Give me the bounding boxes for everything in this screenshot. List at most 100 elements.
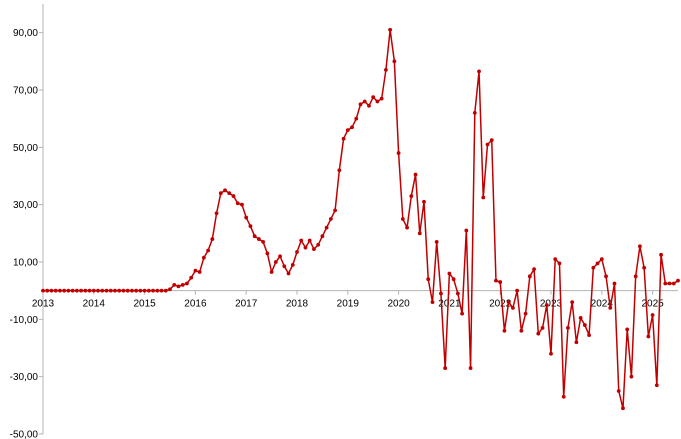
data-point — [621, 406, 625, 411]
data-point — [244, 215, 249, 220]
x-tick-label: 2023 — [540, 299, 563, 310]
x-tick-label: 2014 — [83, 299, 106, 310]
data-point — [663, 281, 668, 286]
data-point — [282, 264, 287, 269]
data-point — [409, 194, 414, 198]
data-point — [163, 288, 168, 293]
data-point — [396, 151, 401, 155]
data-point — [172, 283, 177, 287]
data-point — [388, 27, 393, 32]
data-point — [379, 96, 384, 101]
data-point — [384, 68, 388, 72]
data-point — [371, 95, 376, 100]
data-point — [201, 255, 206, 260]
data-point — [591, 265, 596, 270]
data-point — [544, 303, 549, 307]
data-point — [155, 288, 160, 293]
data-point — [553, 257, 558, 262]
data-point — [316, 242, 321, 247]
data-point — [612, 281, 617, 286]
data-point — [180, 283, 185, 287]
data-point — [616, 389, 621, 393]
y-tick-label: 30,00 — [13, 200, 38, 211]
y-tick-label: -10,00 — [10, 315, 39, 326]
data-point — [447, 271, 452, 276]
data-point — [570, 300, 575, 305]
data-point — [134, 288, 139, 293]
x-tick-group: 2013 2014 2015 2016 2017 2018 2019 2020 2021 2022… — [32, 290, 664, 310]
data-point — [70, 288, 75, 293]
data-point — [307, 238, 312, 243]
data-point — [413, 172, 418, 177]
series-points — [41, 27, 680, 411]
data-point — [96, 288, 100, 293]
data-point — [341, 136, 346, 141]
x-tick-label: 2019 — [337, 299, 360, 310]
x-tick-label: 2022 — [489, 299, 512, 310]
x-tick-label: 2016 — [184, 299, 207, 310]
data-point — [494, 278, 498, 283]
data-point — [608, 305, 613, 310]
data-point — [108, 288, 113, 293]
data-point — [667, 281, 672, 286]
data-point — [104, 288, 109, 293]
data-point — [354, 116, 359, 121]
data-point — [333, 208, 337, 213]
data-point — [231, 194, 236, 198]
data-point — [498, 280, 503, 284]
data-point — [138, 288, 143, 293]
data-point — [650, 313, 655, 317]
data-point — [159, 288, 164, 293]
data-point — [582, 323, 587, 327]
data-point — [151, 288, 155, 293]
data-point — [671, 281, 676, 286]
x-tick-label: 2013 — [32, 299, 55, 310]
data-point — [578, 316, 583, 320]
x-tick-label: 2021 — [438, 299, 461, 310]
data-point — [189, 275, 194, 280]
y-tick-group: 90,00 70,00 50,00 30,00 10,00 -10,00 -30,00 -50… — [10, 28, 43, 439]
data-point — [286, 271, 291, 276]
data-point — [549, 351, 553, 356]
data-point — [532, 267, 536, 272]
data-point — [405, 225, 409, 230]
data-point — [210, 237, 215, 241]
data-point — [557, 261, 562, 266]
data-point — [599, 257, 604, 262]
data-point — [625, 327, 630, 332]
data-point — [367, 103, 371, 108]
data-point — [278, 254, 282, 259]
data-point — [185, 281, 189, 286]
data-point — [261, 240, 266, 244]
data-point — [362, 99, 367, 104]
data-point — [328, 217, 333, 221]
series-group — [43, 29, 679, 409]
data-point — [392, 59, 397, 64]
data-point — [676, 278, 680, 283]
data-point — [218, 191, 223, 196]
x-tick-label: 2018 — [286, 299, 309, 310]
y-tick-label: 50,00 — [13, 143, 38, 154]
data-point — [455, 291, 460, 296]
data-point — [41, 288, 45, 293]
data-point — [481, 195, 486, 200]
data-point — [638, 244, 642, 249]
data-point — [197, 270, 202, 274]
data-point — [540, 326, 545, 330]
data-point — [566, 326, 570, 330]
data-point — [633, 274, 638, 279]
data-point — [121, 288, 126, 293]
data-point — [227, 191, 232, 196]
data-point — [146, 288, 151, 293]
data-point — [400, 217, 405, 221]
data-point — [248, 224, 253, 229]
data-point — [515, 288, 520, 293]
data-point — [290, 262, 295, 267]
data-point — [91, 288, 96, 293]
data-point — [337, 168, 342, 173]
data-point — [324, 225, 329, 230]
data-point — [214, 211, 219, 216]
data-point — [303, 245, 308, 250]
data-point — [523, 311, 528, 316]
data-point — [422, 199, 426, 204]
